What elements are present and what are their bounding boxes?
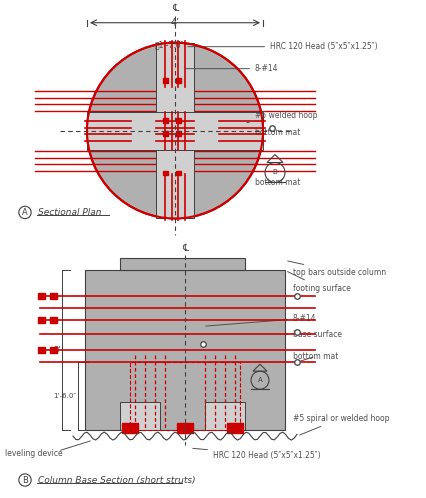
Bar — [87, 112, 262, 149]
Bar — [50, 317, 57, 323]
Text: ⌒1’-7.6″⌐: ⌒1’-7.6″⌐ — [155, 41, 190, 50]
Bar — [120, 402, 160, 430]
Bar — [176, 170, 181, 175]
Text: A: A — [257, 377, 262, 383]
Bar — [177, 423, 193, 433]
Text: ℄: ℄ — [181, 244, 188, 253]
Text: 1’-6.0″: 1’-6.0″ — [53, 393, 76, 399]
Bar — [176, 118, 181, 123]
Text: A: A — [22, 208, 28, 217]
Text: bottom mat: bottom mat — [292, 352, 337, 362]
Text: ℄: ℄ — [172, 3, 178, 13]
Text: 4’: 4’ — [170, 18, 179, 28]
Text: #5 welded hoop: #5 welded hoop — [246, 111, 317, 123]
Bar — [50, 293, 57, 299]
Text: HRC 120 Head (5″x5″x1.25″): HRC 120 Head (5″x5″x1.25″) — [187, 42, 377, 51]
Bar — [38, 347, 45, 353]
Text: B: B — [272, 169, 277, 175]
Text: #5 spiral or welded hoop: #5 spiral or welded hoop — [292, 414, 389, 435]
Bar — [163, 130, 167, 135]
Text: Sectional Plan: Sectional Plan — [38, 208, 101, 217]
Bar — [204, 402, 245, 430]
Bar — [163, 78, 167, 83]
Text: footing surface: footing surface — [287, 271, 350, 293]
Bar — [85, 270, 284, 430]
Bar — [120, 258, 245, 270]
Text: base surface: base surface — [284, 330, 341, 339]
Text: Column Base Section (short struts): Column Base Section (short struts) — [38, 476, 195, 485]
Text: bottom mat: bottom mat — [254, 178, 299, 187]
Circle shape — [87, 43, 262, 219]
Bar — [122, 423, 138, 433]
Text: B: B — [22, 476, 28, 485]
Text: 8-#14: 8-#14 — [205, 314, 316, 326]
Bar — [50, 347, 57, 353]
Bar — [38, 317, 45, 323]
Bar — [155, 43, 193, 219]
Text: bottom mat: bottom mat — [254, 128, 299, 137]
Text: 8-#14: 8-#14 — [185, 64, 278, 73]
Text: 3’: 3’ — [53, 346, 61, 355]
Bar — [176, 78, 181, 83]
Bar — [176, 130, 181, 135]
Bar — [38, 293, 45, 299]
Bar — [163, 118, 167, 123]
Bar — [227, 423, 242, 433]
Text: HRC 120 Head (5″x5″x1.25″): HRC 120 Head (5″x5″x1.25″) — [192, 448, 320, 460]
Bar — [130, 362, 239, 430]
Text: leveling device: leveling device — [5, 449, 63, 458]
Bar — [163, 170, 167, 175]
Text: top bars outside column: top bars outside column — [287, 261, 385, 277]
